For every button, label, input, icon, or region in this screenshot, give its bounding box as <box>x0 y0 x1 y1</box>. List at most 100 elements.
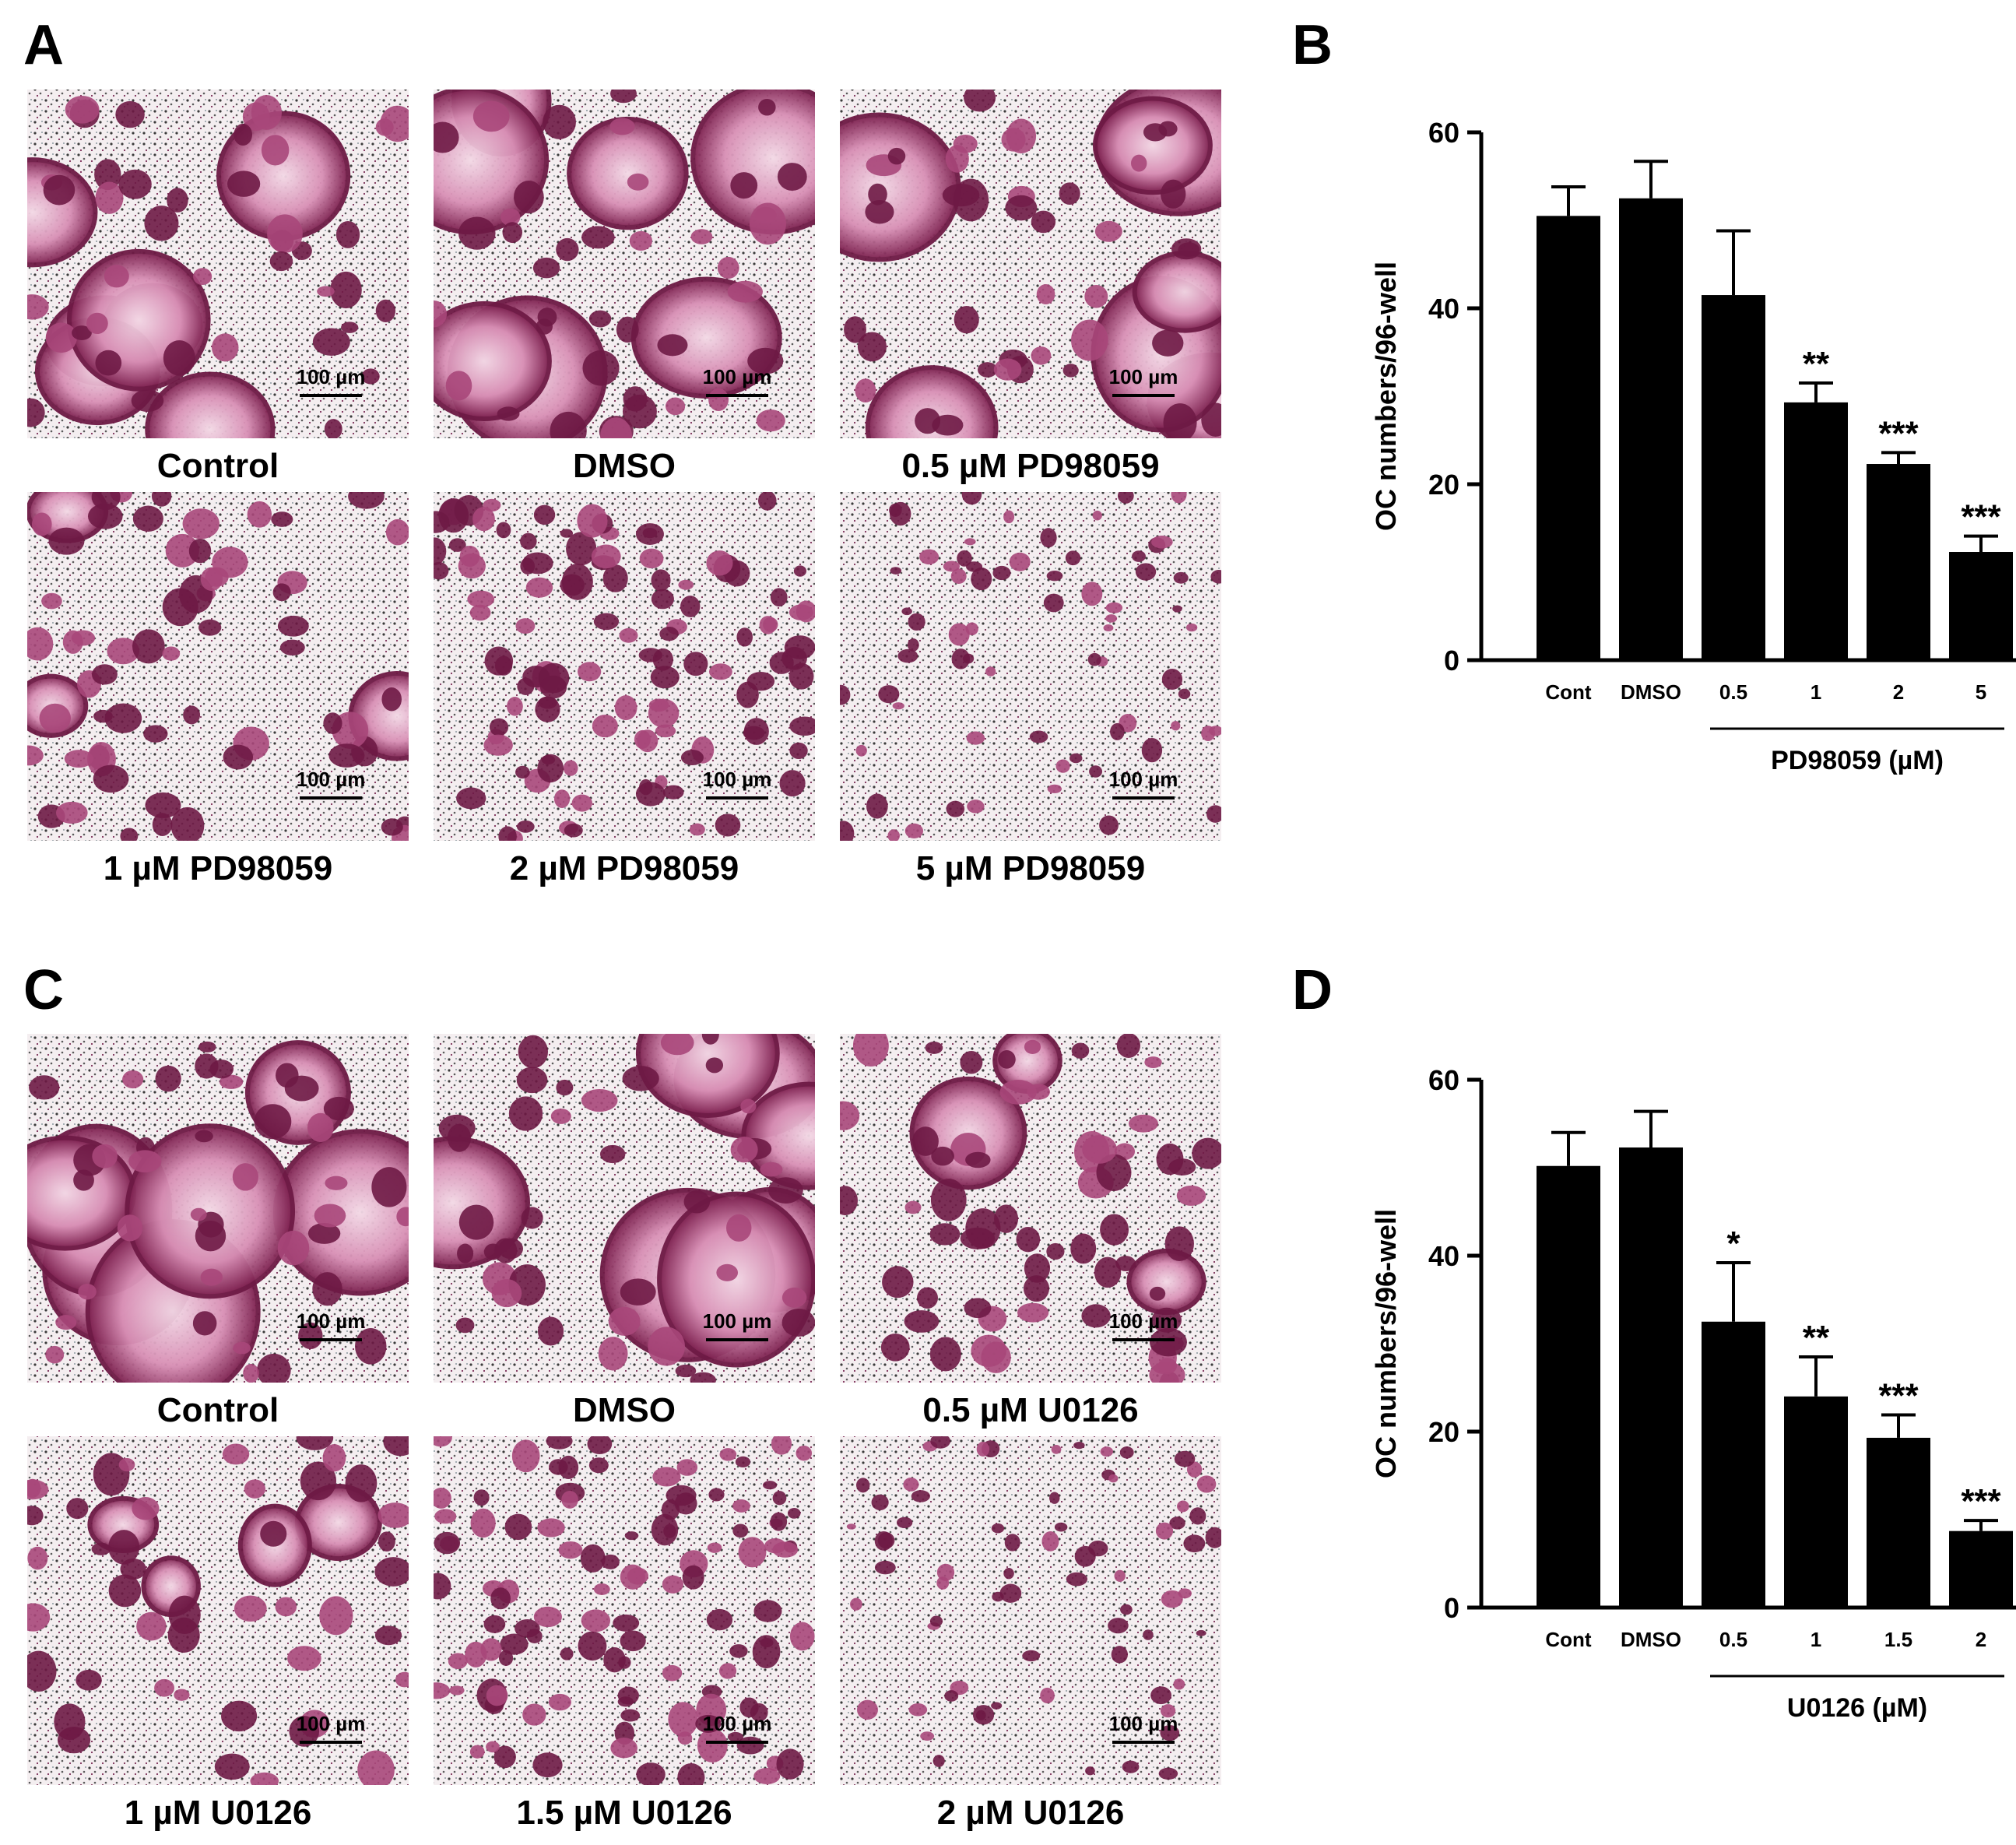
panel-label-a: A <box>23 14 64 76</box>
scale-bar: 100 µm <box>1109 365 1178 397</box>
bar-2 <box>1867 464 1930 660</box>
svg-text:100 µm: 100 µm <box>1109 1712 1178 1735</box>
bar-2 <box>1949 1530 2013 1608</box>
micrograph-grid-a: 100 µm Control 100 µm DMSO 100 µm 0.5 µM PD98… <box>27 90 1221 887</box>
micrograph-caption: 2 µM U0126 <box>937 1794 1125 1832</box>
significance-label: *** <box>1961 1482 2001 1520</box>
y-tick-label: 0 <box>1444 645 1459 676</box>
micrograph-a-3: 100 µm <box>27 492 409 841</box>
bar-0.5 <box>1702 295 1765 660</box>
micrograph-caption: DMSO <box>573 447 676 485</box>
micrograph-grid-c: 100 µm Control 100 µm DMSO 100 µm 0.5 µM U012… <box>27 1034 1221 1832</box>
significance-label: *** <box>1878 414 1919 452</box>
bar-1 <box>1784 402 1848 660</box>
y-tick-label: 0 <box>1444 1592 1459 1624</box>
bar-Cont <box>1537 216 1600 661</box>
bar-1 <box>1784 1396 1848 1608</box>
bar-chart-d: 0 20 40 60 OC numbers/96-well Cont DMSO 0.5 * 1 **… <box>1370 1064 2016 1723</box>
svg-text:100 µm: 100 µm <box>1109 1309 1178 1333</box>
micrograph-c-3: 100 µm <box>27 1436 409 1785</box>
micrograph-caption: 1.5 µM U0126 <box>516 1794 732 1832</box>
y-tick-label: 40 <box>1428 1240 1459 1272</box>
x-tick-label: Cont <box>1545 680 1592 704</box>
panel-label-d: D <box>1292 959 1333 1021</box>
scale-bar: 100 µm <box>1109 768 1178 800</box>
y-axis-label: OC numbers/96-well <box>1370 1209 1402 1478</box>
x-tick-label: Cont <box>1545 1628 1592 1651</box>
micrograph-a-0: 100 µm <box>27 90 409 438</box>
x-tick-label: DMSO <box>1621 1628 1681 1651</box>
micrograph-caption: DMSO <box>573 1391 676 1429</box>
y-tick-label: 40 <box>1428 293 1459 325</box>
scale-bar: 100 µm <box>297 365 366 397</box>
scale-bar: 100 µm <box>1109 1712 1178 1744</box>
bar-chart-b: 0 20 40 60 OC numbers/96-well Cont DMSO 0.5 1 ** 2… <box>1370 117 2016 775</box>
panel-label-c: C <box>23 959 64 1021</box>
micrograph-c-0: 100 µm <box>27 1034 409 1383</box>
y-tick-label: 20 <box>1428 469 1459 501</box>
y-tick-label: 60 <box>1428 1064 1459 1096</box>
svg-text:100 µm: 100 µm <box>703 365 772 388</box>
x-tick-label: DMSO <box>1621 680 1681 704</box>
svg-text:100 µm: 100 µm <box>1109 768 1178 791</box>
svg-text:100 µm: 100 µm <box>1109 365 1178 388</box>
x-tick-label: 2 <box>1893 680 1904 704</box>
bar-1.5 <box>1867 1437 1930 1608</box>
x-tick-label: 0.5 <box>1719 1628 1747 1651</box>
bar-Cont <box>1537 1165 1600 1608</box>
svg-text:100 µm: 100 µm <box>297 768 366 791</box>
micrograph-caption: 2 µM PD98059 <box>510 849 739 887</box>
significance-label: ** <box>1803 1319 1830 1357</box>
scale-bar: 100 µm <box>703 1712 772 1744</box>
scale-bar: 100 µm <box>703 768 772 800</box>
micrograph-caption: 5 µM PD98059 <box>916 849 1145 887</box>
svg-text:100 µm: 100 µm <box>703 768 772 791</box>
scale-bar: 100 µm <box>297 1309 366 1341</box>
x-tick-label: 2 <box>1976 1628 1986 1651</box>
significance-label: * <box>1726 1225 1740 1263</box>
svg-text:100 µm: 100 µm <box>297 1712 366 1735</box>
x-tick-label: 1 <box>1811 1628 1821 1651</box>
bar-0.5 <box>1702 1321 1765 1608</box>
micrograph-caption: 0.5 µM PD98059 <box>901 447 1159 485</box>
micrograph-c-2: 100 µm <box>840 1034 1221 1383</box>
scale-bar: 100 µm <box>1109 1309 1178 1341</box>
y-tick-label: 60 <box>1428 117 1459 149</box>
micrograph-c-4: 100 µm <box>434 1436 815 1785</box>
significance-label: ** <box>1803 345 1830 383</box>
bar-DMSO <box>1619 1147 1683 1608</box>
scale-bar: 100 µm <box>297 1712 366 1744</box>
scale-bar: 100 µm <box>703 365 772 397</box>
group-label: U0126 (µM) <box>1787 1693 1927 1723</box>
micrograph-a-5: 100 µm <box>840 492 1221 841</box>
scale-bar: 100 µm <box>297 768 366 800</box>
micrograph-caption: Control <box>157 1391 279 1429</box>
micrograph-c-1: 100 µm <box>434 1034 815 1383</box>
micrograph-a-2: 100 µm <box>840 90 1221 438</box>
micrograph-a-4: 100 µm <box>434 492 815 841</box>
micrograph-caption: 0.5 µM U0126 <box>922 1391 1138 1429</box>
y-tick-label: 20 <box>1428 1416 1459 1448</box>
micrograph-a-1: 100 µm <box>434 90 815 438</box>
panel-label-b: B <box>1292 14 1333 76</box>
micrograph-caption: Control <box>157 447 279 485</box>
group-label: PD98059 (µM) <box>1771 746 1944 775</box>
significance-label: *** <box>1961 498 2001 536</box>
micrograph-caption: 1 µM PD98059 <box>104 849 332 887</box>
x-tick-label: 0.5 <box>1719 680 1747 704</box>
x-tick-label: 1 <box>1811 680 1821 704</box>
svg-text:100 µm: 100 µm <box>703 1309 772 1333</box>
scale-bar: 100 µm <box>703 1309 772 1341</box>
svg-text:100 µm: 100 µm <box>297 1309 366 1333</box>
micrograph-caption: 1 µM U0126 <box>125 1794 312 1832</box>
bar-5 <box>1949 552 2013 660</box>
bar-DMSO <box>1619 198 1683 660</box>
y-axis-label: OC numbers/96-well <box>1370 262 1402 531</box>
svg-text:100 µm: 100 µm <box>297 365 366 388</box>
significance-label: *** <box>1878 1377 1919 1415</box>
x-tick-label: 5 <box>1976 680 1986 704</box>
svg-text:100 µm: 100 µm <box>703 1712 772 1735</box>
x-tick-label: 1.5 <box>1884 1628 1912 1651</box>
micrograph-c-5: 100 µm <box>840 1436 1221 1785</box>
